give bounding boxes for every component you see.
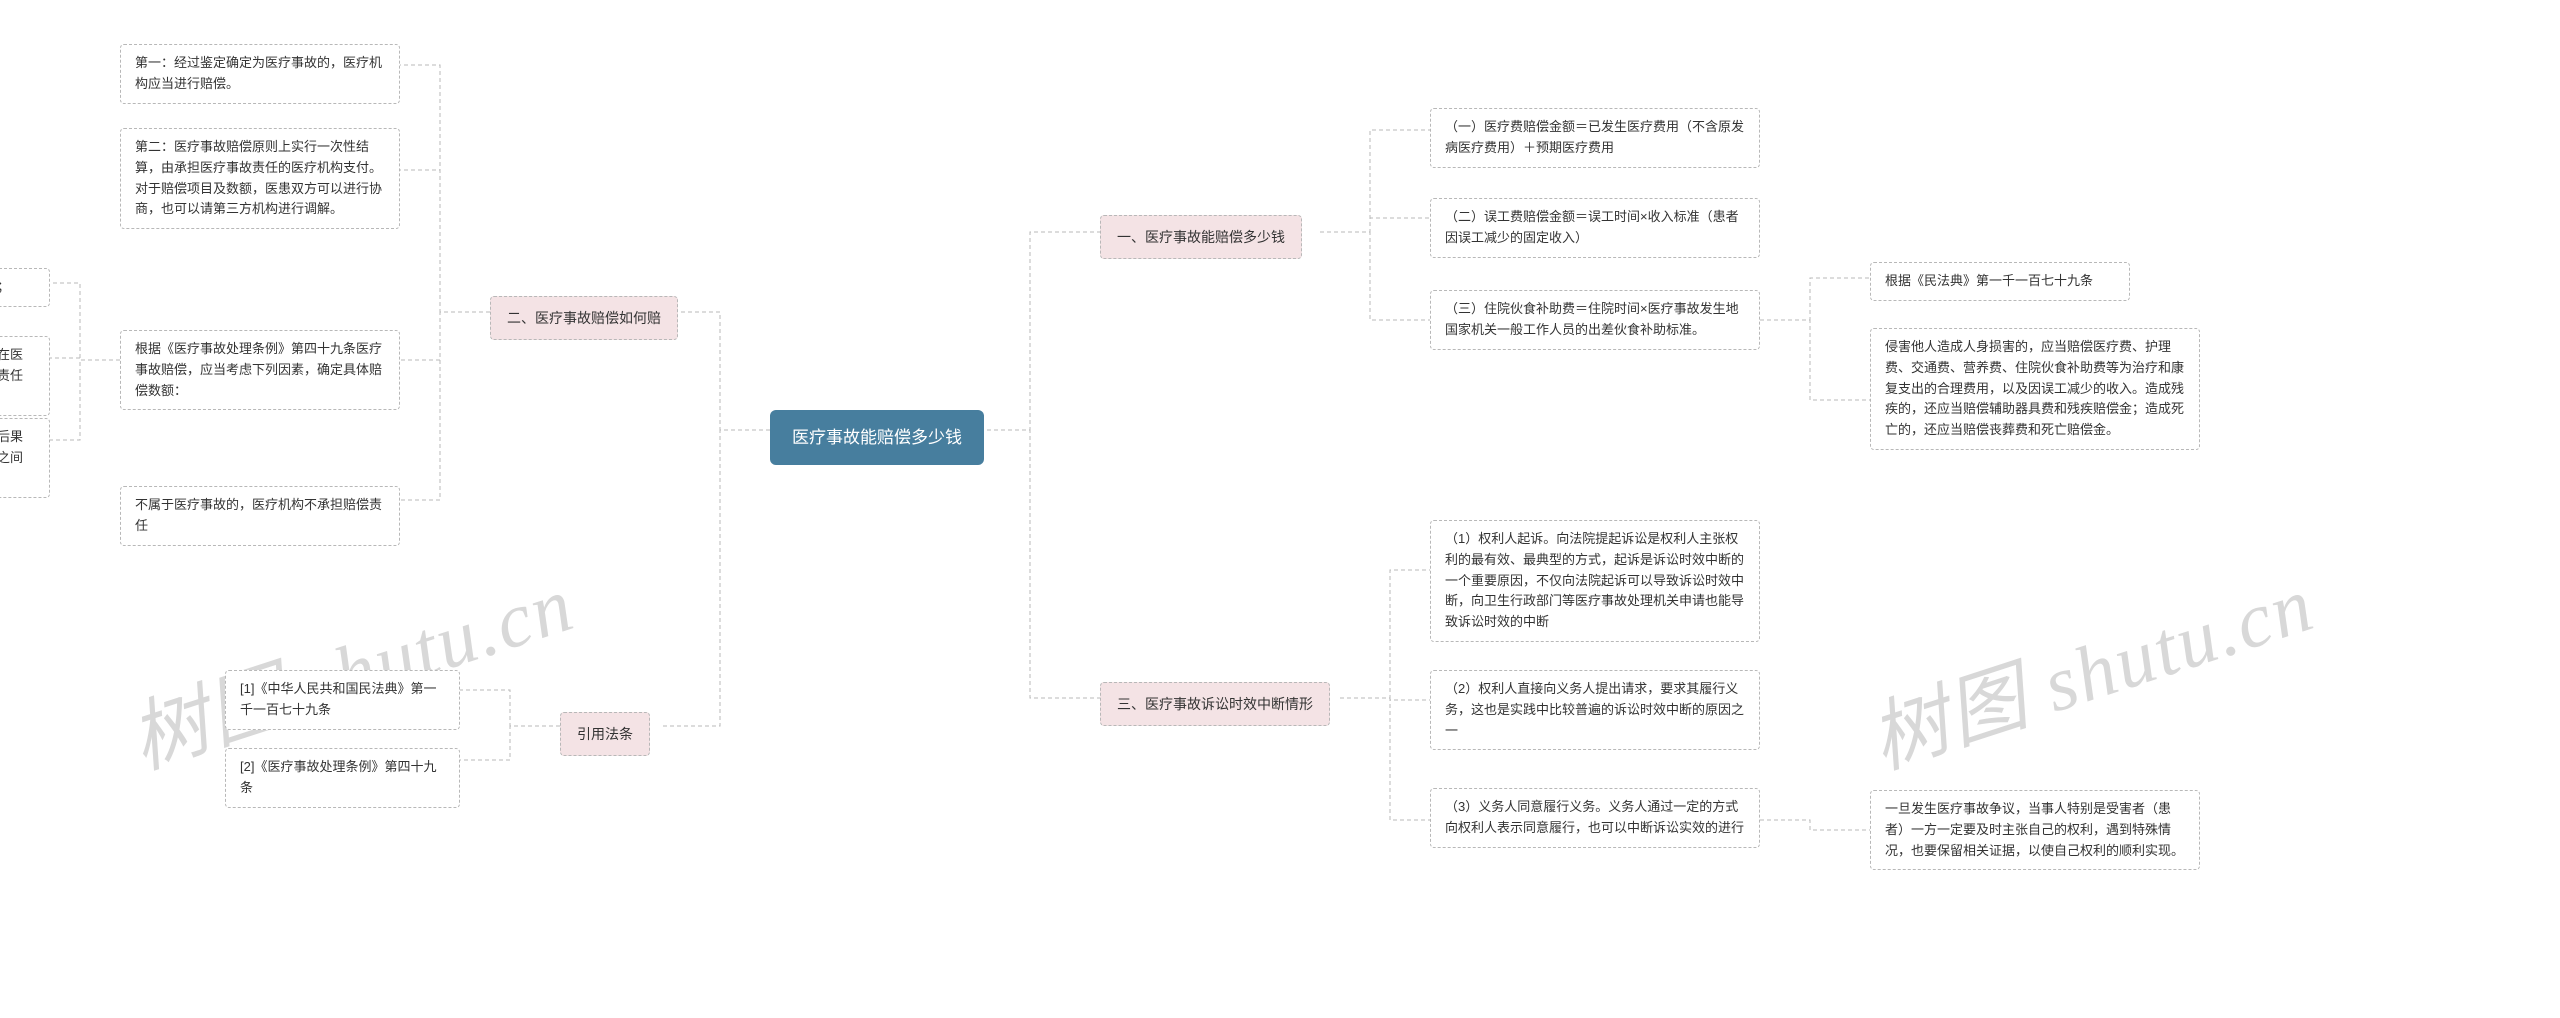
leaf-2-4[interactable]: 不属于医疗事故的，医疗机构不承担赔偿责任 xyxy=(120,486,400,546)
branch-4[interactable]: 引用法条 xyxy=(560,712,650,756)
leaf-3-3-1[interactable]: 一旦发生医疗事故争议，当事人特别是受害者（患者）一方一定要及时主张自己的权利，遇… xyxy=(1870,790,2200,870)
leaf-1-2[interactable]: （二）误工费赔偿金额＝误工时间×收入标准（患者因误工减少的固定收入） xyxy=(1430,198,1760,258)
leaf-1-1[interactable]: （一）医疗费赔偿金额＝已发生医疗费用（不含原发病医疗费用）＋预期医疗费用 xyxy=(1430,108,1760,168)
leaf-2-2[interactable]: 第二：医疗事故赔偿原则上实行一次性结算，由承担医疗事故责任的医疗机构支付。对于赔… xyxy=(120,128,400,229)
branch-2[interactable]: 二、医疗事故赔偿如何赔 xyxy=(490,296,678,340)
leaf-1-3[interactable]: （三）住院伙食补助费＝住院时间×医疗事故发生地国家机关一般工作人员的出差伙食补助… xyxy=(1430,290,1760,350)
leaf-3-3[interactable]: （3）义务人同意履行义务。义务人通过一定的方式向权利人表示同意履行，也可以中断诉… xyxy=(1430,788,1760,848)
leaf-2-3[interactable]: 根据《医疗事故处理条例》第四十九条医疗事故赔偿，应当考虑下列因素，确定具体赔偿数… xyxy=(120,330,400,410)
leaf-3-1[interactable]: （1）权利人起诉。向法院提起诉讼是权利人主张权利的最有效、最典型的方式，起诉是诉… xyxy=(1430,520,1760,642)
leaf-3-2[interactable]: （2）权利人直接向义务人提出请求，要求其履行义务，这也是实践中比较普遍的诉讼时效… xyxy=(1430,670,1760,750)
leaf-2-1[interactable]: 第一：经过鉴定确定为医疗事故的，医疗机构应当进行赔偿。 xyxy=(120,44,400,104)
leaf-2-3-3[interactable]: （三）医疗事故损害后果与患者原有疾病状况之间的关系； xyxy=(0,418,50,498)
watermark-right: 树图 shutu.cn xyxy=(1854,542,2326,791)
leaf-2-3-1[interactable]: （一）医疗事故等级； xyxy=(0,268,50,307)
leaf-1-3-2[interactable]: 侵害他人造成人身损害的，应当赔偿医疗费、护理费、交通费、营养费、住院伙食补助费等… xyxy=(1870,328,2200,450)
leaf-1-3-1[interactable]: 根据《民法典》第一千一百七十九条 xyxy=(1870,262,2130,301)
leaf-4-1[interactable]: [1]《中华人民共和国民法典》第一千一百七十九条 xyxy=(225,670,460,730)
root-node[interactable]: 医疗事故能赔偿多少钱 xyxy=(770,410,984,465)
leaf-4-2[interactable]: [2]《医疗事故处理条例》第四十九条 xyxy=(225,748,460,808)
branch-1[interactable]: 一、医疗事故能赔偿多少钱 xyxy=(1100,215,1302,259)
leaf-2-3-2[interactable]: （二）医疗过失行为在医疗事故损害后果中的责任程度； xyxy=(0,336,50,416)
branch-3[interactable]: 三、医疗事故诉讼时效中断情形 xyxy=(1100,682,1330,726)
